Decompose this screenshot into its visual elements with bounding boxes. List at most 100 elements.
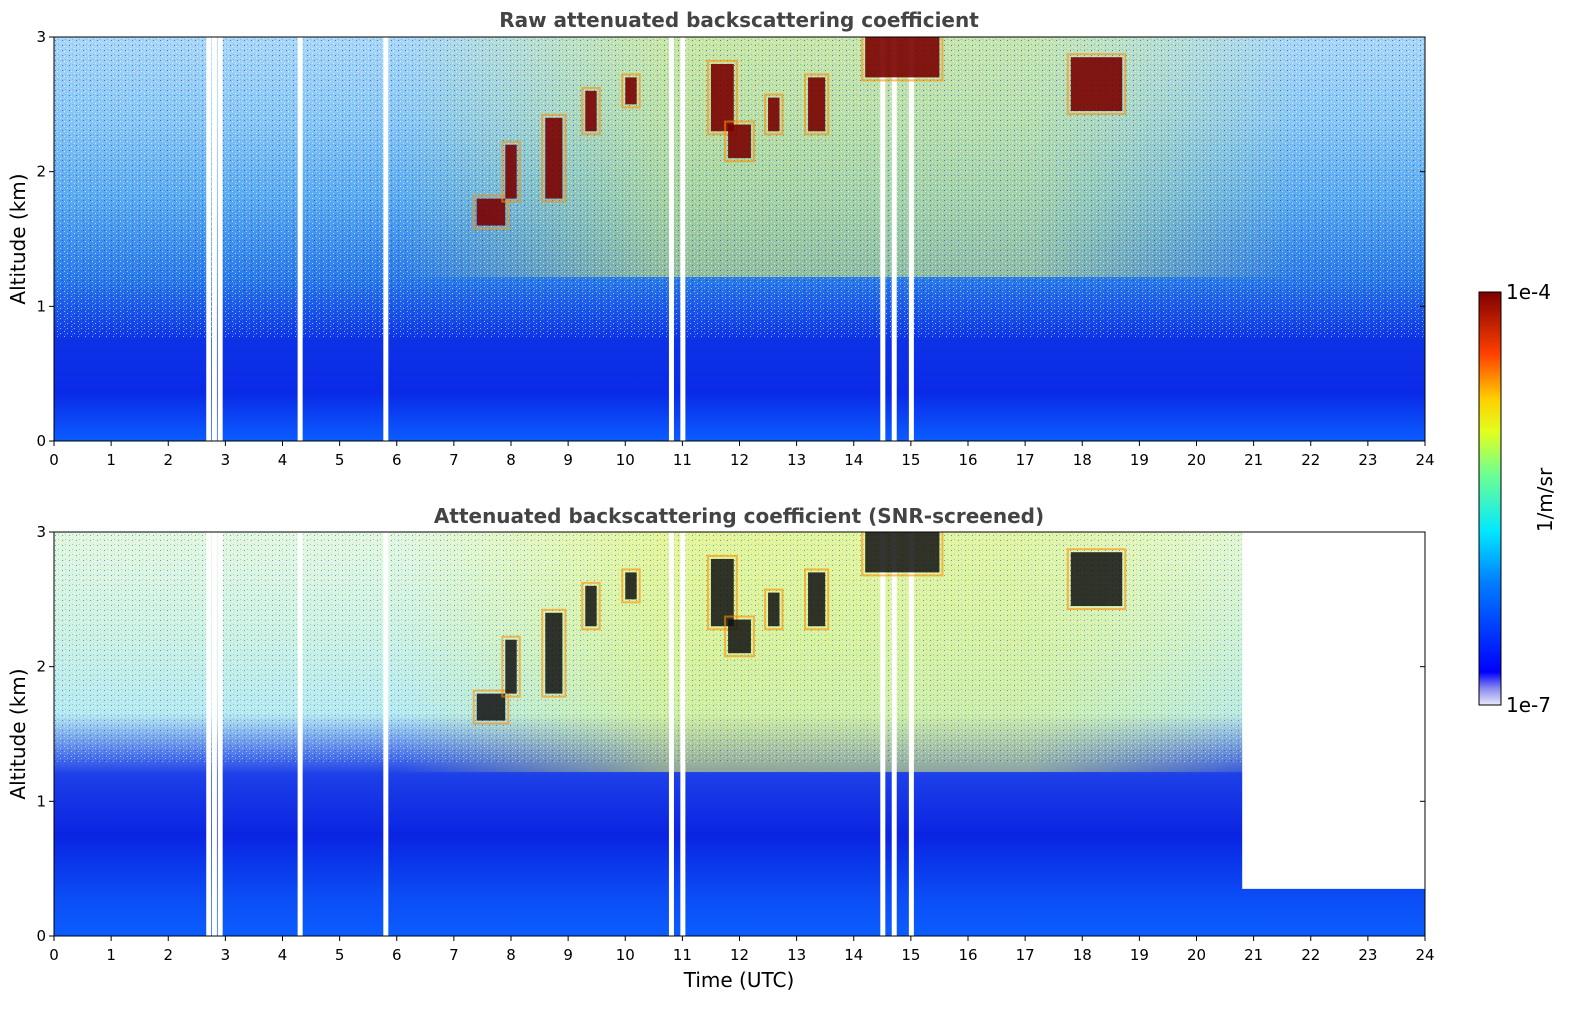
raw-y-axis-label: Altitude (km) — [6, 173, 30, 304]
cloud-layer-edge — [706, 59, 738, 136]
cloud-layer — [625, 572, 637, 600]
cloud-layer — [728, 124, 751, 159]
screened-empty-region — [1242, 532, 1425, 889]
cloud-layer — [585, 585, 597, 627]
x-tick-label: 21 — [1244, 946, 1263, 964]
cloud-layer-edge — [764, 588, 784, 631]
raw-noise-texture — [54, 37, 1425, 337]
x-tick-label: 3 — [221, 451, 231, 469]
x-tick-label: 9 — [563, 946, 573, 964]
cloud-layer — [476, 198, 506, 226]
x-tick-label: 7 — [449, 946, 459, 964]
x-tick-label: 22 — [1301, 946, 1320, 964]
cloud-layer — [808, 572, 826, 627]
raw-data-gaps — [206, 37, 914, 441]
x-tick-label: 18 — [1073, 946, 1092, 964]
x-tick-label: 16 — [958, 946, 977, 964]
cloud-layer — [710, 63, 734, 132]
data-gap — [211, 37, 217, 441]
cloud-layer-edge — [541, 113, 567, 203]
data-gap — [908, 37, 914, 441]
y-tick-label: 1 — [36, 297, 46, 315]
cloud-layer-edge — [472, 194, 510, 230]
x-tick-label: 23 — [1358, 451, 1377, 469]
data-gap — [297, 532, 303, 936]
cloud-layer — [865, 37, 940, 78]
cloud-layer-edge — [764, 93, 784, 136]
data-gap — [217, 37, 223, 441]
cloud-layer — [808, 77, 826, 132]
cloud-layer-edge — [1066, 53, 1127, 116]
raw-panel-title: Raw attenuated backscattering coefficien… — [499, 8, 979, 32]
x-tick-label: 23 — [1358, 946, 1377, 964]
x-tick-label: 6 — [392, 451, 402, 469]
x-tick-label: 3 — [221, 946, 231, 964]
screened-panel-title: Attenuated backscattering coefficient (S… — [434, 504, 1044, 528]
raw-y-ticks: 0 1 2 3 — [36, 28, 1425, 450]
x-tick-label: 8 — [506, 946, 516, 964]
cloud-layer-edge — [501, 635, 521, 698]
data-gap — [908, 532, 914, 936]
cloud-layer — [728, 619, 751, 654]
data-gap — [880, 37, 886, 441]
raw-cloud-layers — [472, 37, 1127, 230]
x-tick-label: 16 — [958, 451, 977, 469]
screened-cloud-layers — [472, 532, 1127, 725]
x-tick-label: 2 — [163, 451, 173, 469]
x-tick-label: 14 — [844, 946, 863, 964]
x-tick-label: 1 — [106, 946, 116, 964]
x-tick-label: 21 — [1244, 451, 1263, 469]
data-gap — [891, 37, 897, 441]
screened-backscatter-panel: Attenuated backscattering coefficient (S… — [6, 504, 1435, 992]
x-tick-label: 5 — [335, 946, 345, 964]
x-tick-label: 24 — [1415, 451, 1434, 469]
cloud-layer — [865, 532, 940, 573]
x-tick-label: 5 — [335, 451, 345, 469]
x-tick-label: 10 — [616, 946, 635, 964]
data-gap — [680, 37, 686, 441]
cloud-layer-edge — [581, 581, 601, 631]
x-tick-label: 14 — [844, 451, 863, 469]
data-gap — [211, 532, 217, 936]
cloud-layer — [545, 612, 563, 694]
cloud-layer-edge — [621, 73, 641, 109]
colorbar: 1e-4 1e-7 1/m/sr — [1478, 280, 1557, 717]
raw-x-ticks: 0 1 2 3 4 5 6 7 8 9 10 11 12 13 14 15 16 17 18 19 20 21 22 23 24 — [49, 441, 1435, 469]
y-tick-label: 1 — [36, 792, 46, 810]
y-tick-label: 3 — [36, 28, 46, 46]
cloud-layer — [1070, 552, 1123, 607]
x-tick-label: 12 — [730, 451, 749, 469]
x-tick-label: 19 — [1130, 451, 1149, 469]
cloud-layer — [476, 693, 506, 721]
x-tick-label: 12 — [730, 946, 749, 964]
x-tick-label: 9 — [563, 451, 573, 469]
y-tick-label: 2 — [36, 163, 46, 181]
cloud-layer — [545, 117, 563, 199]
x-tick-label: 20 — [1187, 451, 1206, 469]
cloud-layer-edge — [724, 120, 755, 163]
x-tick-label: 8 — [506, 451, 516, 469]
x-tick-label: 20 — [1187, 946, 1206, 964]
y-tick-label: 3 — [36, 523, 46, 541]
x-tick-label: 18 — [1073, 451, 1092, 469]
data-gap — [383, 37, 389, 441]
screened-x-ticks: 0 1 2 3 4 5 6 7 8 9 10 11 12 13 14 15 16 17 18 19 20 21 22 23 24 — [49, 936, 1435, 964]
data-gap — [880, 532, 886, 936]
cloud-layer-edge — [724, 615, 755, 658]
cloud-layer-edge — [861, 532, 944, 577]
x-tick-label: 22 — [1301, 451, 1320, 469]
x-tick-label: 2 — [163, 946, 173, 964]
cloud-layer-edge — [472, 689, 510, 725]
data-gap — [206, 532, 212, 936]
screened-data-gaps — [206, 532, 914, 936]
data-gap — [297, 37, 303, 441]
x-tick-label: 0 — [49, 946, 59, 964]
x-tick-label: 15 — [901, 946, 920, 964]
screened-y-axis-label: Altitude (km) — [6, 668, 30, 799]
x-tick-label: 1 — [106, 451, 116, 469]
data-gap — [217, 532, 223, 936]
data-gap — [668, 37, 674, 441]
colorbar-gradient — [1478, 291, 1502, 706]
x-tick-label: 17 — [1016, 451, 1035, 469]
data-gap — [891, 532, 897, 936]
